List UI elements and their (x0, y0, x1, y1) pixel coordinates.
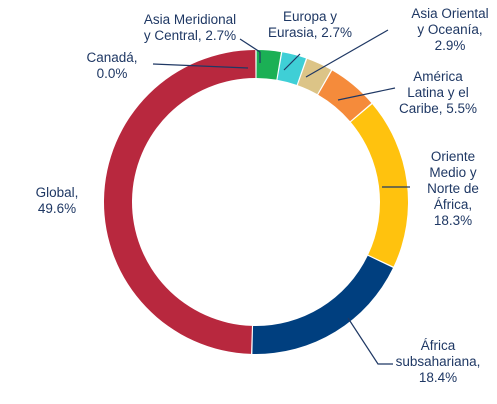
data-label-america-latina-y-el-caribe: América Latina y el Caribe, 5.5% (399, 69, 477, 116)
data-label-europa-y-eurasia: Europa y Eurasia, 2.7% (268, 9, 352, 40)
slice-europa-y-eurasia (277, 52, 306, 85)
data-label-asia-oriental-y-oceania: Asia Oriental y Oceanía, 2.9% (411, 6, 488, 53)
data-labels: Canadá, 0.0%Asia Meridional y Central, 2.7… (36, 6, 489, 385)
data-label-global: Global, 49.6% (36, 185, 79, 216)
data-label-africa-subsahariana: África subsahariana, 18.4% (396, 338, 481, 385)
leader-line-america-latina-y-el-caribe (337, 87, 396, 101)
leader-line-asia-meridional-y-central (239, 38, 261, 63)
leader-line-africa-subsahariana (347, 317, 393, 365)
leader-line-asia-oriental-y-oceania (305, 29, 389, 78)
data-label-asia-meridional-y-central: Asia Meridional y Central, 2.7% (144, 12, 236, 43)
leader-lines (152, 29, 410, 365)
slice-africa-subsahariana (252, 255, 393, 354)
donut-slices (104, 50, 409, 354)
slice-oriente-medio-y-norte-de-africa (350, 104, 409, 267)
data-label-canada: Canadá, 0.0% (86, 50, 137, 81)
slice-america-latina-y-el-caribe (318, 70, 372, 122)
data-label-oriente-medio-y-norte-de-africa: Oriente Medio y Norte de África, 18.3% (427, 149, 479, 228)
slice-asia-meridional-y-central (256, 50, 281, 80)
slice-global (104, 50, 256, 354)
leader-line-europa-y-eurasia (283, 53, 301, 71)
leader-line-canada (152, 63, 249, 69)
